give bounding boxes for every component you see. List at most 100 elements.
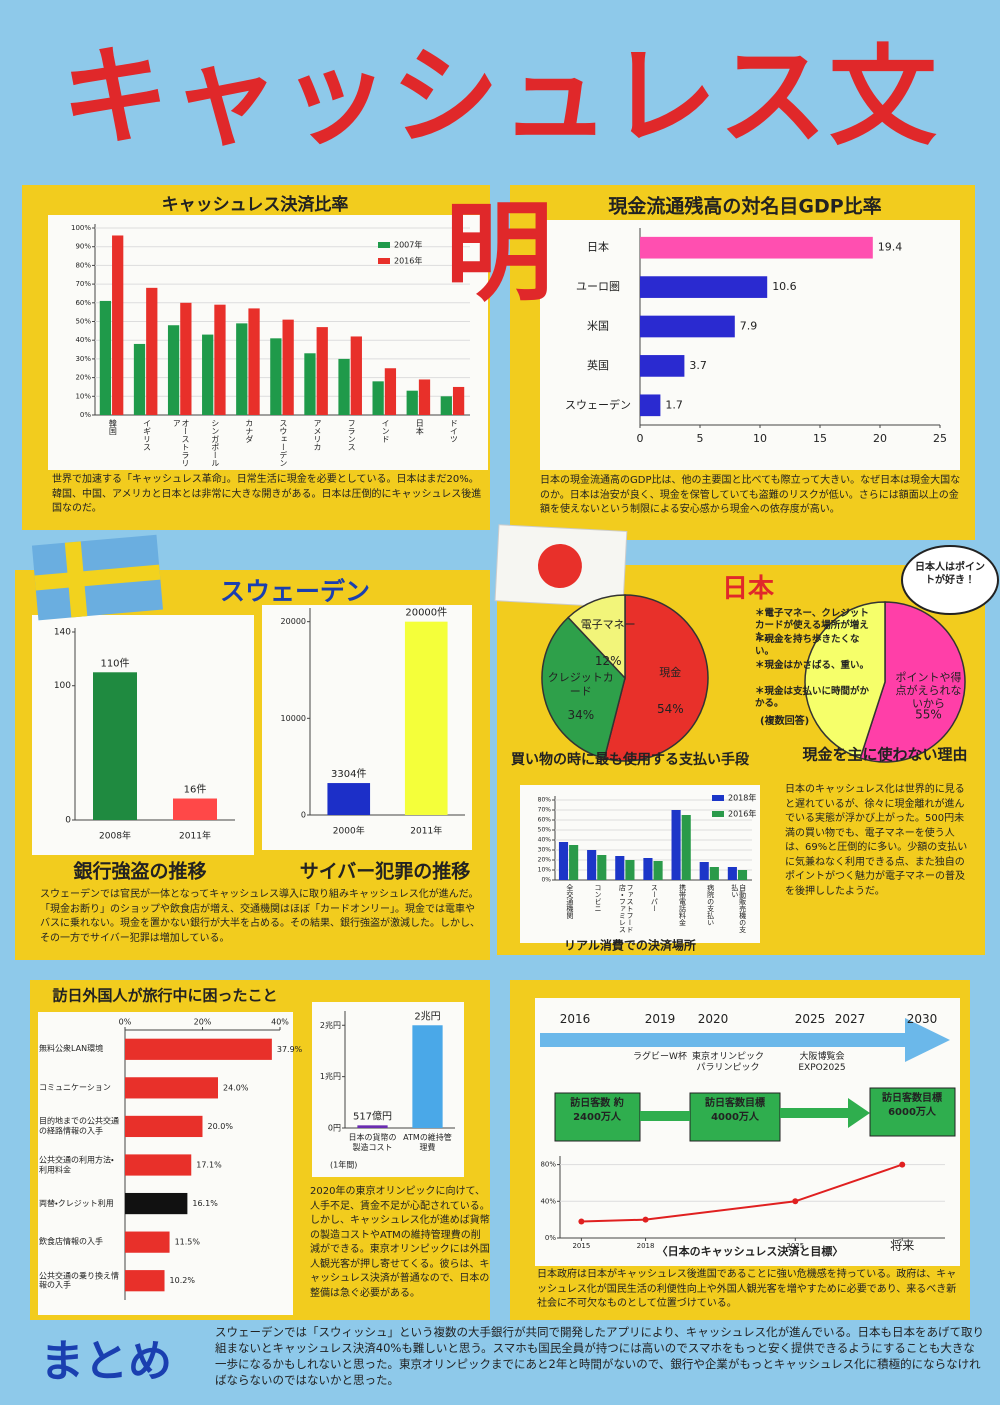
slice-value-label: 34% bbox=[567, 708, 594, 722]
reason: ＊現金は支払いに時間がかかる。 bbox=[755, 686, 870, 709]
y-tick-label: 100% bbox=[71, 224, 91, 232]
y-tick-label: コミュニケーション bbox=[39, 1083, 111, 1093]
x-tick-label: 日本の貨幣の製造コスト bbox=[348, 1133, 397, 1152]
bar bbox=[640, 394, 661, 417]
chart-title: 現金流通残高の対名目GDP比率 bbox=[608, 195, 881, 218]
slice-label: ポイントや得点がえられないから bbox=[895, 670, 962, 711]
value-label: 2兆円 bbox=[414, 1010, 440, 1022]
pie-slice bbox=[603, 594, 709, 762]
y-tick-label: 10% bbox=[538, 867, 552, 874]
x-tick-label: 自動販売機の支払い bbox=[730, 884, 747, 933]
chart-title: リアル消費での決済場所 bbox=[564, 938, 696, 953]
legend-swatch bbox=[712, 811, 724, 817]
x-tick-label: 全交通機関 bbox=[565, 884, 574, 919]
slice-label: クレジットカード bbox=[547, 671, 614, 698]
bar bbox=[350, 336, 362, 415]
y-tick-label: 10% bbox=[75, 392, 91, 400]
value-label: 11.5% bbox=[175, 1238, 201, 1247]
goal-label: 訪日客数 約2400万人 bbox=[570, 1098, 624, 1123]
bar bbox=[671, 810, 681, 880]
section-heading: スウェーデン bbox=[220, 577, 371, 606]
x-tick-label: シンガポール bbox=[210, 419, 220, 467]
y-tick-label: 0円 bbox=[328, 1124, 341, 1133]
bar bbox=[125, 1270, 165, 1292]
pie-slice bbox=[804, 601, 886, 760]
reason: ＊現金はかさばる、重い。 bbox=[755, 660, 870, 671]
bar bbox=[372, 381, 384, 415]
x-tick-label: ATMの維持管理費 bbox=[403, 1133, 452, 1152]
bar bbox=[125, 1192, 188, 1215]
point bbox=[578, 1218, 585, 1225]
y-tick-label: 0% bbox=[545, 1234, 556, 1242]
bar bbox=[93, 672, 137, 820]
x-tick-label: 2015 bbox=[572, 1242, 590, 1250]
chart-board bbox=[540, 220, 960, 470]
x-tick-label: コンビニ bbox=[594, 884, 603, 912]
value-label: 20000件 bbox=[405, 607, 447, 619]
reason: ＊現金を持ち歩きたくない。 bbox=[755, 634, 860, 657]
x-tick-label: フランス bbox=[347, 419, 357, 451]
bar bbox=[643, 858, 653, 880]
value-label: 1.7 bbox=[665, 398, 683, 411]
timeline-year: 2016 bbox=[559, 1012, 591, 1026]
bar bbox=[202, 334, 214, 415]
chart-title: 現金を主に使わない理由 bbox=[802, 746, 967, 764]
y-tick-label: 米国 bbox=[587, 320, 609, 333]
bar bbox=[125, 1154, 192, 1176]
x-tick-label: 2025 bbox=[786, 1242, 804, 1250]
bar bbox=[180, 302, 192, 415]
chart-title: キャッシュレス決済比率 bbox=[162, 194, 349, 215]
y-tick-label: 1兆円 bbox=[320, 1071, 341, 1081]
timeline-event: 東京オリンピック パラリンピック bbox=[691, 1052, 764, 1074]
bar bbox=[640, 236, 873, 259]
section-text: 日本政府は日本がキャッシュレス後進国であることに強い危機感を持っている。政府は、… bbox=[537, 1269, 957, 1309]
timeline-event: ラグビーW杯 bbox=[633, 1052, 687, 1062]
y-tick-label: 公共交通の利用方法・利用料金 bbox=[39, 1155, 114, 1174]
bar bbox=[558, 842, 569, 880]
timeline-year: 2019 bbox=[644, 1012, 676, 1026]
y-tick-label: 無料公衆LAN環境 bbox=[39, 1044, 104, 1054]
caption: 世界で加速する「キャッシュレス革命」。日常生活に現金を必要としている。日本はまだ… bbox=[52, 474, 482, 514]
x-tick-label: 携帯電話料金 bbox=[678, 884, 687, 926]
x-tick-label: 5 bbox=[697, 432, 704, 445]
slice-value-label: 12% bbox=[595, 654, 622, 668]
poster-title: キャッシュレス文明 bbox=[61, 34, 939, 316]
x-tick-label: 将来 bbox=[890, 1239, 914, 1253]
bar bbox=[640, 355, 685, 377]
x-tick-label: 2018 bbox=[637, 1242, 655, 1250]
bar bbox=[404, 621, 448, 815]
timeline-arrow-head bbox=[905, 1018, 950, 1062]
chart-title: 買い物の時に最も使用する支払い手段 bbox=[511, 751, 750, 768]
chart-title: 〈日本のキャッシュレス決済と目標〉 bbox=[657, 1244, 844, 1258]
chart-title: サイバー犯罪の推移 bbox=[300, 860, 471, 883]
x-tick-label: スーパー bbox=[650, 884, 659, 912]
value-label: 7.9 bbox=[740, 320, 758, 333]
x-tick-label: 20% bbox=[194, 1018, 212, 1027]
y-tick-label: 50% bbox=[75, 318, 91, 326]
bar bbox=[587, 850, 597, 880]
legend-label: 2018年 bbox=[728, 793, 756, 803]
goal-connector bbox=[780, 1108, 850, 1118]
x-tick-label: 2008年 bbox=[99, 830, 131, 842]
bar bbox=[406, 390, 418, 415]
goal-arrow-head bbox=[848, 1098, 870, 1128]
speech-bubble bbox=[901, 545, 999, 615]
y-tick-label: 40% bbox=[538, 837, 552, 844]
bar bbox=[133, 343, 146, 415]
bar bbox=[384, 368, 397, 415]
value-label: 20.0% bbox=[208, 1122, 234, 1131]
x-tick-label: 40% bbox=[271, 1018, 289, 1027]
goal-label: 訪日客数目標 6000万人 bbox=[882, 1093, 942, 1118]
bar bbox=[125, 1038, 272, 1060]
timeline-year: 2020 bbox=[697, 1012, 729, 1026]
bar bbox=[173, 798, 217, 820]
value-label: 3.7 bbox=[689, 359, 707, 372]
bar bbox=[727, 867, 737, 880]
reason: ＊電子マネー、クレジットカードが使える場所が増えた。 bbox=[755, 608, 869, 643]
y-tick-label: 30% bbox=[75, 355, 91, 363]
value-label: 17.1% bbox=[196, 1161, 222, 1170]
x-tick-label: 10 bbox=[753, 432, 767, 445]
line bbox=[581, 1163, 903, 1223]
value-label: 10.2% bbox=[170, 1276, 196, 1285]
